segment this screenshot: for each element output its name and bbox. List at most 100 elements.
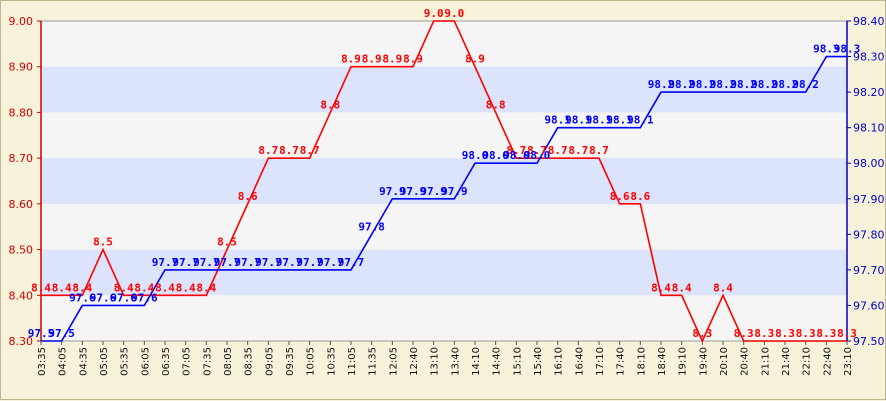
x-axis-tick-label: 13:40 xyxy=(450,347,461,376)
red-data-label: 8.3 xyxy=(837,327,857,340)
red-data-label: 8.3 xyxy=(692,327,712,340)
x-axis-tick-label: 08:05 xyxy=(223,347,234,376)
x-axis-tick-label: 06:05 xyxy=(140,347,151,376)
x-axis-tick-label: 11:05 xyxy=(347,347,358,376)
right-axis-tick-label: 97.60 xyxy=(853,299,885,312)
blue-data-label: 97.7 xyxy=(214,256,241,269)
blue-data-label: 97.9 xyxy=(420,185,447,198)
right-axis-tick-label: 97.80 xyxy=(853,228,885,241)
red-data-label: 8.3 xyxy=(816,327,836,340)
red-data-label: 9.0 xyxy=(444,7,464,20)
red-data-label: 8.4 xyxy=(713,281,733,294)
red-data-label: 8.7 xyxy=(279,144,299,157)
x-axis-tick-label: 15:40 xyxy=(533,347,544,376)
x-axis-tick-label: 12:05 xyxy=(388,347,399,376)
red-data-label: 8.4 xyxy=(31,281,51,294)
red-data-label: 8.7 xyxy=(527,144,547,157)
red-data-label: 8.4 xyxy=(72,281,92,294)
x-axis-tick-label: 20:40 xyxy=(740,347,751,376)
x-axis-tick-label: 05:05 xyxy=(99,347,110,376)
grid-band xyxy=(41,249,847,296)
left-axis-tick-label: 8.40 xyxy=(9,289,34,302)
red-data-label: 8.4 xyxy=(155,281,175,294)
x-axis-tick-label: 05:35 xyxy=(120,347,131,376)
blue-data-label: 97.8 xyxy=(358,220,385,233)
left-axis-tick-label: 8.50 xyxy=(9,244,34,257)
red-data-label: 8.4 xyxy=(196,281,216,294)
red-data-label: 8.5 xyxy=(93,236,113,249)
blue-data-label: 97.6 xyxy=(131,291,158,304)
grid-band xyxy=(41,112,847,159)
x-axis-tick-label: 21:40 xyxy=(781,347,792,376)
blue-data-label: 97.5 xyxy=(28,327,55,340)
x-axis-tick-label: 16:10 xyxy=(554,347,565,376)
blue-data-label: 98.0 xyxy=(503,149,530,162)
blue-data-label: 98.0 xyxy=(482,149,509,162)
red-series-line xyxy=(41,20,847,343)
x-axis-tick-label: 11:35 xyxy=(368,347,379,376)
x-axis-tick-label: 22:10 xyxy=(802,347,813,376)
right-axis-tick-label: 98.20 xyxy=(853,86,885,99)
x-axis-tick-label: 17:40 xyxy=(616,347,627,376)
x-axis-tick-label: 18:40 xyxy=(657,347,668,376)
red-data-label: 8.6 xyxy=(238,190,258,203)
blue-data-label: 98.2 xyxy=(730,78,757,91)
blue-data-label: 97.9 xyxy=(379,185,406,198)
right-axis-tick-label: 98.10 xyxy=(853,122,885,135)
red-data-label: 8.7 xyxy=(300,144,320,157)
left-axis-tick-label: 8.60 xyxy=(9,198,34,211)
red-data-label: 9.0 xyxy=(424,7,444,20)
left-axis-tick-label: 8.80 xyxy=(9,106,34,119)
red-data-label: 8.4 xyxy=(651,281,671,294)
red-data-label: 8.6 xyxy=(610,190,630,203)
right-axis-tick-label: 98.00 xyxy=(853,157,885,170)
x-axis-tick-label: 07:05 xyxy=(182,347,193,376)
blue-data-label: 97.9 xyxy=(441,185,468,198)
x-axis-tick-label: 20:10 xyxy=(719,347,730,376)
red-data-label: 8.3 xyxy=(775,327,795,340)
x-axis-tick-label: 21:10 xyxy=(760,347,771,376)
x-axis-tick-label: 19:40 xyxy=(698,347,709,376)
blue-data-label: 97.7 xyxy=(234,256,261,269)
blue-data-label: 98.2 xyxy=(751,78,778,91)
red-data-label: 8.7 xyxy=(506,144,526,157)
left-axis-tick-label: 8.90 xyxy=(9,61,34,74)
x-axis-tick-label: 09:35 xyxy=(285,347,296,376)
x-axis-tick-label: 10:35 xyxy=(326,347,337,376)
grid-band xyxy=(41,21,847,67)
x-axis-tick-label: 14:10 xyxy=(471,347,482,376)
red-data-label: 8.4 xyxy=(672,281,692,294)
right-axis-tick-label: 98.30 xyxy=(853,51,885,64)
blue-data-label: 97.7 xyxy=(317,256,344,269)
red-data-label: 8.7 xyxy=(548,144,568,157)
blue-data-label: 98.2 xyxy=(792,78,819,91)
blue-data-label: 98.0 xyxy=(524,149,551,162)
blue-data-label: 98.2 xyxy=(668,78,695,91)
red-data-label: 8.7 xyxy=(258,144,278,157)
blue-data-label: 97.9 xyxy=(400,185,427,198)
red-data-label: 8.3 xyxy=(796,327,816,340)
red-data-label: 8.4 xyxy=(52,281,72,294)
grid-band xyxy=(41,66,847,113)
red-data-label: 8.7 xyxy=(568,144,588,157)
blue-data-label: 98.2 xyxy=(689,78,716,91)
blue-data-label: 98.2 xyxy=(710,78,737,91)
red-data-label: 8.8 xyxy=(486,98,506,111)
blue-data-label: 97.7 xyxy=(338,256,365,269)
blue-data-label: 98.1 xyxy=(586,114,613,127)
blue-data-label: 97.7 xyxy=(172,256,199,269)
x-axis-tick-label: 08:35 xyxy=(244,347,255,376)
blue-data-label: 98.2 xyxy=(772,78,799,91)
blue-data-label: 97.7 xyxy=(255,256,282,269)
blue-series-line xyxy=(41,55,847,342)
left-axis-tick-label: 9.00 xyxy=(9,15,34,28)
red-data-label: 8.8 xyxy=(320,98,340,111)
right-axis-tick-label: 98.40 xyxy=(853,15,885,28)
x-axis-tick-label: 23:10 xyxy=(843,347,854,376)
x-axis-tick-label: 14:40 xyxy=(492,347,503,376)
blue-data-label: 97.7 xyxy=(152,256,179,269)
blue-data-label: 98.1 xyxy=(606,114,633,127)
x-axis-tick-label: 10:05 xyxy=(306,347,317,376)
x-axis-tick-label: 06:35 xyxy=(161,347,172,376)
